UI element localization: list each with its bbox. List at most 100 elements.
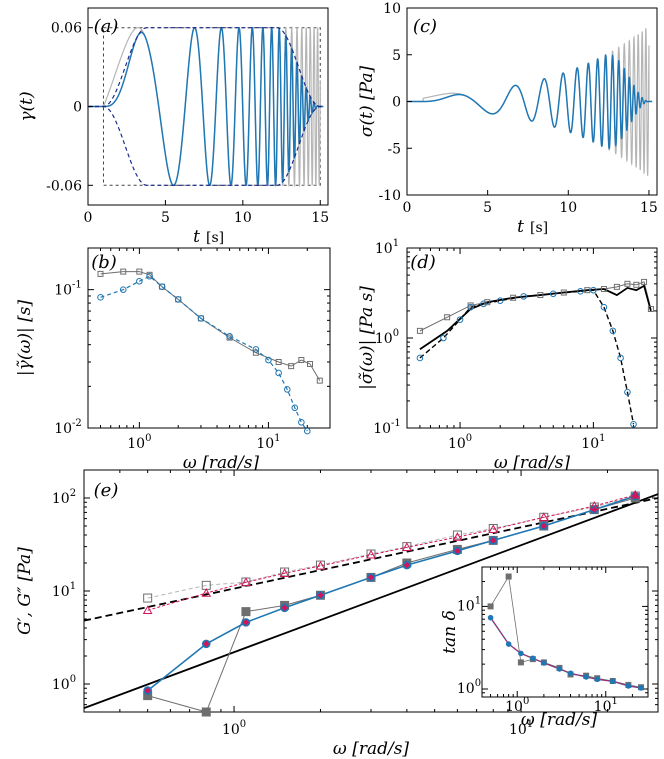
axes-box <box>406 247 658 429</box>
inset-blue-circle <box>567 670 574 677</box>
inset-x-tick-label-base: 10 <box>505 699 523 715</box>
gdoubleprime-red-triangle <box>201 588 212 597</box>
gdoubleprime-red-triangle <box>402 542 412 552</box>
inset-blue-circle <box>583 674 589 680</box>
gray-square-point <box>316 377 323 384</box>
y-tick-label-base: 10 <box>54 421 72 437</box>
gdoubleprime-red-triangle <box>279 568 290 577</box>
panel-label-a: (a) <box>94 16 119 37</box>
y-tick-label: 10-1 <box>54 280 82 299</box>
y-axis-label: |γ̃(ω)| [s] <box>15 300 35 377</box>
inset-y-tick-label-exp: 1 <box>475 595 481 606</box>
y-tick-label-base: 10 <box>375 241 393 257</box>
y-axis-label: |σ̃(ω)| [Pa s] <box>357 286 377 390</box>
blue-circle-point <box>197 315 205 322</box>
gray-square-point <box>633 281 640 288</box>
gray-square-point <box>510 294 517 301</box>
gray-square-point <box>307 361 314 368</box>
inset-blue-circle <box>505 641 512 647</box>
blue-circle-point <box>265 356 272 364</box>
gprime-red-diamond <box>540 522 547 530</box>
series-gdoubleprime-fit <box>83 497 659 622</box>
inset-gray-square <box>505 573 512 580</box>
gray-square-point <box>416 327 423 334</box>
series-envelope-lower <box>88 105 324 186</box>
gdoubleprime-red-triangle <box>142 605 153 615</box>
x-axis-label: ω [rad/s] <box>494 453 570 473</box>
blue-circle-point <box>136 277 143 285</box>
inset-blue-circle <box>556 666 563 672</box>
x-tick-label: 5 <box>161 210 170 226</box>
blue-circle-point <box>97 294 104 301</box>
x-tick-label-exp: 0 <box>240 719 246 730</box>
x-tick-label: 100 <box>448 433 472 452</box>
inset-blue-circle <box>609 678 616 685</box>
inset-y-tick-label-base: 10 <box>457 681 475 697</box>
blue-circle-point <box>275 369 282 377</box>
blue-circle-point <box>440 334 447 342</box>
inset-x-tick-label: 101 <box>594 696 618 715</box>
y-tick-label-exp: 0 <box>393 328 399 339</box>
x-axis-label-var: t <box>517 217 524 237</box>
y-tick-label-exp: 1 <box>70 581 76 592</box>
gdoubleprime-red-triangle <box>241 577 251 587</box>
gprime-red-diamond <box>403 561 411 569</box>
inset-x-tick-label: 100 <box>505 696 529 715</box>
blue-circle-point <box>480 300 487 308</box>
inset-x-tick-label-exp: 0 <box>523 696 529 707</box>
x-tick-label: 10 <box>234 210 252 226</box>
gray-square-point <box>136 268 143 275</box>
series-gray-line <box>100 271 321 381</box>
inset-blue-circle <box>594 676 600 683</box>
series-gdoubleprime-red-line <box>147 494 636 611</box>
y-axis-label: σ(t) [Pa] <box>357 66 377 138</box>
x-axis-label: ω [rad/s] <box>183 453 259 473</box>
x-tick-label: 101 <box>509 719 533 738</box>
blue-circle-point <box>600 303 608 311</box>
y-tick-label: 101 <box>52 581 76 600</box>
inset-blue-circle <box>638 685 644 691</box>
y-tick-label: -10 <box>378 188 401 204</box>
blue-circle-point <box>577 288 584 295</box>
y-tick-label-base: 10 <box>52 677 70 693</box>
inset-box <box>481 566 649 698</box>
series-envelope-upper <box>88 27 324 108</box>
gprime-red-diamond <box>281 604 288 611</box>
gray-square-point <box>288 363 295 370</box>
gprime-red-diamond <box>454 547 461 555</box>
inset-y-tick-label: 100 <box>457 678 481 697</box>
gray-square-point <box>298 357 305 364</box>
blue-circle-point <box>496 297 504 304</box>
x-tick-label: 15 <box>311 210 329 226</box>
x-tick-label: 0 <box>84 210 93 226</box>
series-blue-line <box>100 275 308 432</box>
y-tick-label: 0.06 <box>51 21 82 37</box>
y-tick-label: 0 <box>392 95 401 111</box>
x-tick-label: 10 <box>559 200 577 216</box>
blue-circle-point <box>226 333 233 340</box>
blue-circle-point <box>590 286 597 294</box>
gdoubleprime-red-triangle <box>366 549 376 559</box>
gdoubleprime-red-triangle <box>452 532 463 541</box>
gray-square-point <box>624 280 631 287</box>
x-tick-label-base: 10 <box>581 436 599 452</box>
gray-square-point <box>252 349 259 356</box>
inset-x-tick-label-exp: 1 <box>611 696 617 707</box>
y-tick-label: 0 <box>73 100 82 116</box>
y-tick-label-exp: -1 <box>391 418 401 429</box>
y-tick-label-base: 10 <box>375 331 393 347</box>
x-tick-label-exp: 0 <box>145 433 151 444</box>
gray-square-point <box>444 314 451 321</box>
gprime-red-diamond <box>490 537 497 544</box>
gdoubleprime-red-triangle <box>589 500 600 510</box>
blue-circle-point <box>298 418 305 426</box>
inset-y-tick-label-exp: 0 <box>475 678 481 689</box>
gdoubleprime-gray-square <box>452 530 462 540</box>
y-tick-label-exp: 0 <box>70 674 76 685</box>
inset-gray-square <box>487 603 494 610</box>
y-tick-label-base: 10 <box>373 421 391 437</box>
blue-circle-point <box>630 420 637 428</box>
gray-square-point <box>600 286 607 293</box>
